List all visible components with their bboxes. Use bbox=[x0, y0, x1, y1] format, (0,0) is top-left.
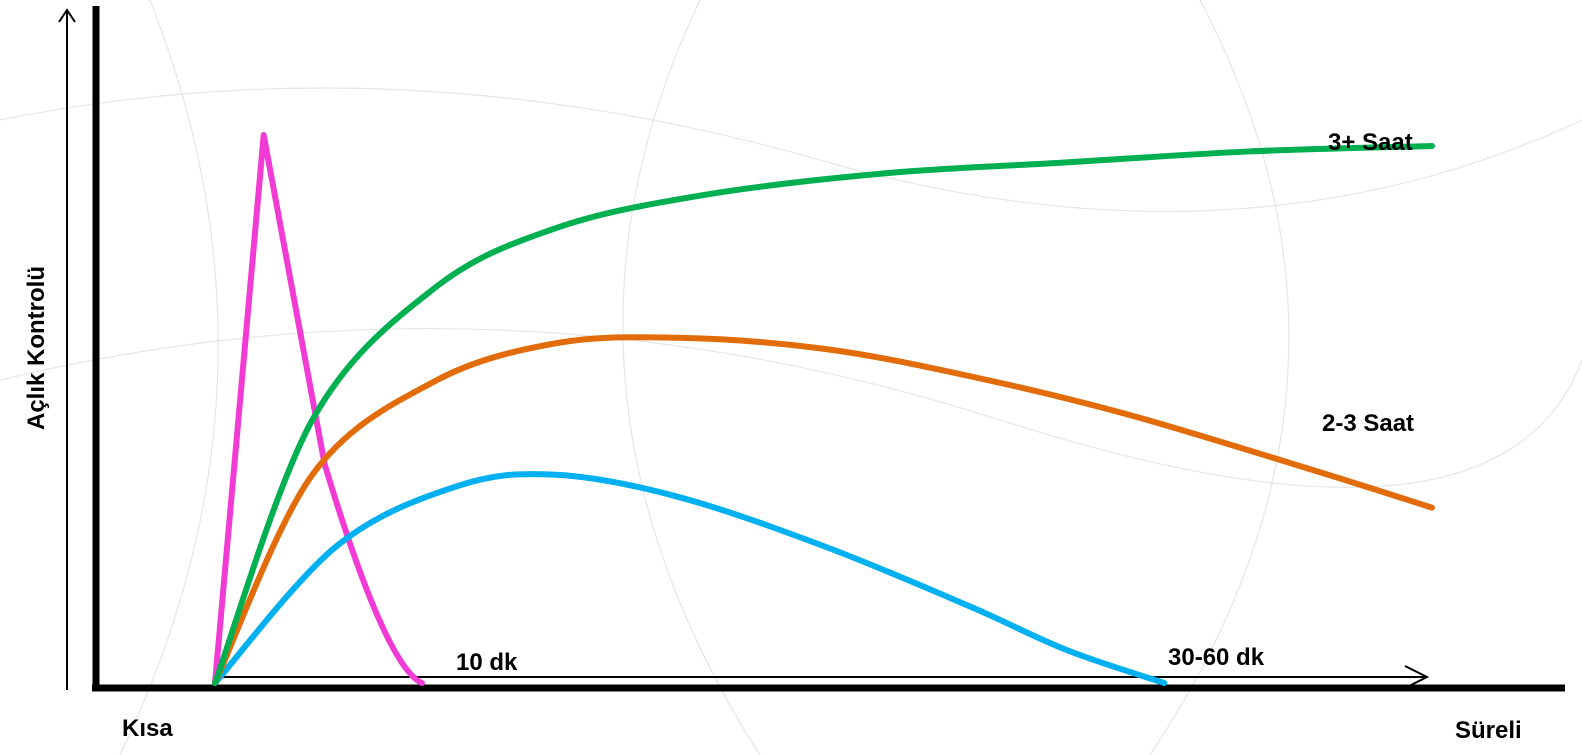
duration-tick-label: 30-60 dk bbox=[1168, 644, 1265, 671]
series-label-two-three: 2-3 Saat bbox=[1322, 410, 1414, 437]
series-label-three-plus: 3+ Saat bbox=[1328, 129, 1413, 156]
y-axis-arrow bbox=[58, 8, 76, 690]
series-line-two-three bbox=[212, 334, 1435, 686]
duration-tick-label: 10 dk bbox=[456, 649, 518, 676]
series-line-three-plus bbox=[212, 142, 1435, 686]
y-axis-label: Açlık Kontrolü bbox=[23, 266, 50, 430]
series-layer bbox=[212, 132, 1435, 686]
x-start-label: Kısa bbox=[122, 715, 173, 742]
x-end-label: Süreli bbox=[1455, 717, 1522, 744]
series-line-short bbox=[212, 132, 425, 686]
series-line-medium bbox=[212, 471, 1168, 686]
